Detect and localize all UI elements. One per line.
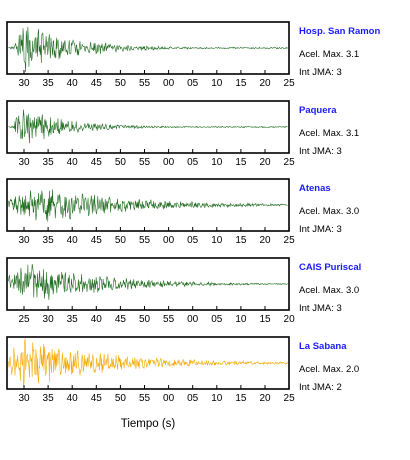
waveform-line bbox=[8, 189, 288, 222]
x-tick-label: 45 bbox=[91, 157, 103, 168]
panel-frame bbox=[6, 100, 290, 154]
x-tick-label: 45 bbox=[91, 235, 103, 246]
jma-intensity-label: Int JMA: 3 bbox=[299, 146, 342, 157]
x-tick-label: 35 bbox=[43, 78, 55, 89]
x-tick-label: 35 bbox=[43, 235, 55, 246]
panel-2: 30 35 40 45 50 55 00 05 10 15 20 25 Atenas Acel. Max.… bbox=[6, 178, 359, 246]
station-name: La Sabana bbox=[299, 341, 347, 352]
x-tick-label: 20 bbox=[259, 157, 271, 168]
x-tick-label: 35 bbox=[67, 314, 79, 325]
x-tick-label: 05 bbox=[187, 235, 199, 246]
x-tick-label: 55 bbox=[139, 157, 151, 168]
station-name: Hosp. San Ramon bbox=[299, 26, 380, 37]
panel-frame bbox=[6, 21, 290, 75]
x-tick-label: 00 bbox=[187, 314, 199, 325]
x-tick-label: 45 bbox=[91, 78, 103, 89]
x-tick-label: 10 bbox=[211, 235, 223, 246]
panel-4: 30 35 40 45 50 55 00 05 10 15 20 25 La Sabana Acel. M… bbox=[6, 336, 359, 404]
jma-intensity-label: Int JMA: 3 bbox=[299, 303, 342, 314]
x-tick-label: 30 bbox=[18, 78, 30, 89]
x-tick-label: 40 bbox=[67, 393, 79, 404]
x-tick-label: 30 bbox=[18, 393, 30, 404]
waveform-line bbox=[8, 263, 288, 300]
x-tick-label: 35 bbox=[43, 157, 55, 168]
panel-0: 30 35 40 45 50 55 00 05 10 15 20 25 Hosp. San Ramon A… bbox=[6, 21, 380, 89]
x-tick-label: 40 bbox=[67, 78, 79, 89]
waveform-line bbox=[8, 109, 288, 144]
panel-frame bbox=[6, 178, 290, 232]
x-tick-label: 55 bbox=[139, 78, 151, 89]
x-tick-label: 15 bbox=[235, 78, 247, 89]
panel-frame bbox=[6, 257, 290, 311]
jma-intensity-label: Int JMA: 2 bbox=[299, 382, 342, 393]
x-tick-label: 15 bbox=[235, 393, 247, 404]
x-tick-label: 00 bbox=[163, 235, 175, 246]
x-tick-label: 40 bbox=[67, 157, 79, 168]
x-tick-label: 20 bbox=[259, 235, 271, 246]
x-tick-label: 55 bbox=[139, 393, 151, 404]
x-tick-label: 30 bbox=[43, 314, 55, 325]
x-tick-label: 50 bbox=[115, 235, 127, 246]
x-tick-label: 15 bbox=[235, 235, 247, 246]
station-name: Atenas bbox=[299, 183, 331, 194]
x-tick-label: 50 bbox=[115, 393, 127, 404]
x-tick-label: 05 bbox=[187, 78, 199, 89]
jma-intensity-label: Int JMA: 3 bbox=[299, 224, 342, 235]
x-tick-label: 45 bbox=[91, 393, 103, 404]
x-tick-label: 10 bbox=[211, 78, 223, 89]
jma-intensity-label: Int JMA: 3 bbox=[299, 67, 342, 78]
panel-1: 30 35 40 45 50 55 00 05 10 15 20 25 Paquera Acel. Max… bbox=[6, 100, 359, 168]
x-tick-label: 40 bbox=[91, 314, 103, 325]
panel-frame bbox=[6, 336, 290, 390]
x-tick-label: 30 bbox=[18, 235, 30, 246]
x-tick-label: 35 bbox=[43, 393, 55, 404]
x-tick-label: 25 bbox=[18, 314, 30, 325]
x-axis-label: Tiempo (s) bbox=[121, 418, 176, 430]
x-tick-label: 50 bbox=[139, 314, 151, 325]
x-tick-label: 25 bbox=[284, 157, 296, 168]
x-tick-label: 55 bbox=[139, 235, 151, 246]
panels-layer: 30 35 40 45 50 55 00 05 10 15 20 25 Hosp. San Ramon A… bbox=[6, 21, 380, 404]
x-tick-label: 10 bbox=[235, 314, 247, 325]
x-tick-label: 05 bbox=[211, 314, 223, 325]
max-acceleration-label: Acel. Max. 3.0 bbox=[299, 206, 359, 217]
x-tick-label: 20 bbox=[259, 78, 271, 89]
x-tick-label: 15 bbox=[235, 157, 247, 168]
max-acceleration-label: Acel. Max. 3.0 bbox=[299, 285, 359, 296]
x-tick-label: 00 bbox=[163, 157, 175, 168]
x-tick-label: 10 bbox=[211, 393, 223, 404]
x-tick-label: 45 bbox=[115, 314, 127, 325]
x-tick-label: 25 bbox=[284, 393, 296, 404]
x-tick-label: 20 bbox=[259, 393, 271, 404]
station-name: CAIS Puriscal bbox=[299, 262, 361, 273]
x-tick-label: 00 bbox=[163, 393, 175, 404]
x-tick-label: 05 bbox=[187, 393, 199, 404]
x-tick-label: 50 bbox=[115, 157, 127, 168]
max-acceleration-label: Acel. Max. 3.1 bbox=[299, 49, 359, 60]
waveform-line bbox=[8, 338, 288, 386]
max-acceleration-label: Acel. Max. 3.1 bbox=[299, 128, 359, 139]
x-tick-label: 25 bbox=[284, 235, 296, 246]
x-tick-label: 30 bbox=[18, 157, 30, 168]
x-tick-label: 55 bbox=[163, 314, 175, 325]
station-name: Paquera bbox=[299, 105, 337, 116]
x-tick-label: 10 bbox=[211, 157, 223, 168]
x-tick-label: 40 bbox=[67, 235, 79, 246]
panel-3: 25 30 35 40 45 50 55 00 05 10 15 20 CAIS Puriscal Ace… bbox=[6, 257, 361, 325]
x-tick-label: 50 bbox=[115, 78, 127, 89]
x-tick-label: 20 bbox=[284, 314, 296, 325]
x-tick-label: 05 bbox=[187, 157, 199, 168]
waveform-line bbox=[8, 26, 288, 73]
x-tick-label: 15 bbox=[259, 314, 271, 325]
x-tick-label: 00 bbox=[163, 78, 175, 89]
max-acceleration-label: Acel. Max. 2.0 bbox=[299, 364, 359, 375]
x-tick-label: 25 bbox=[284, 78, 296, 89]
